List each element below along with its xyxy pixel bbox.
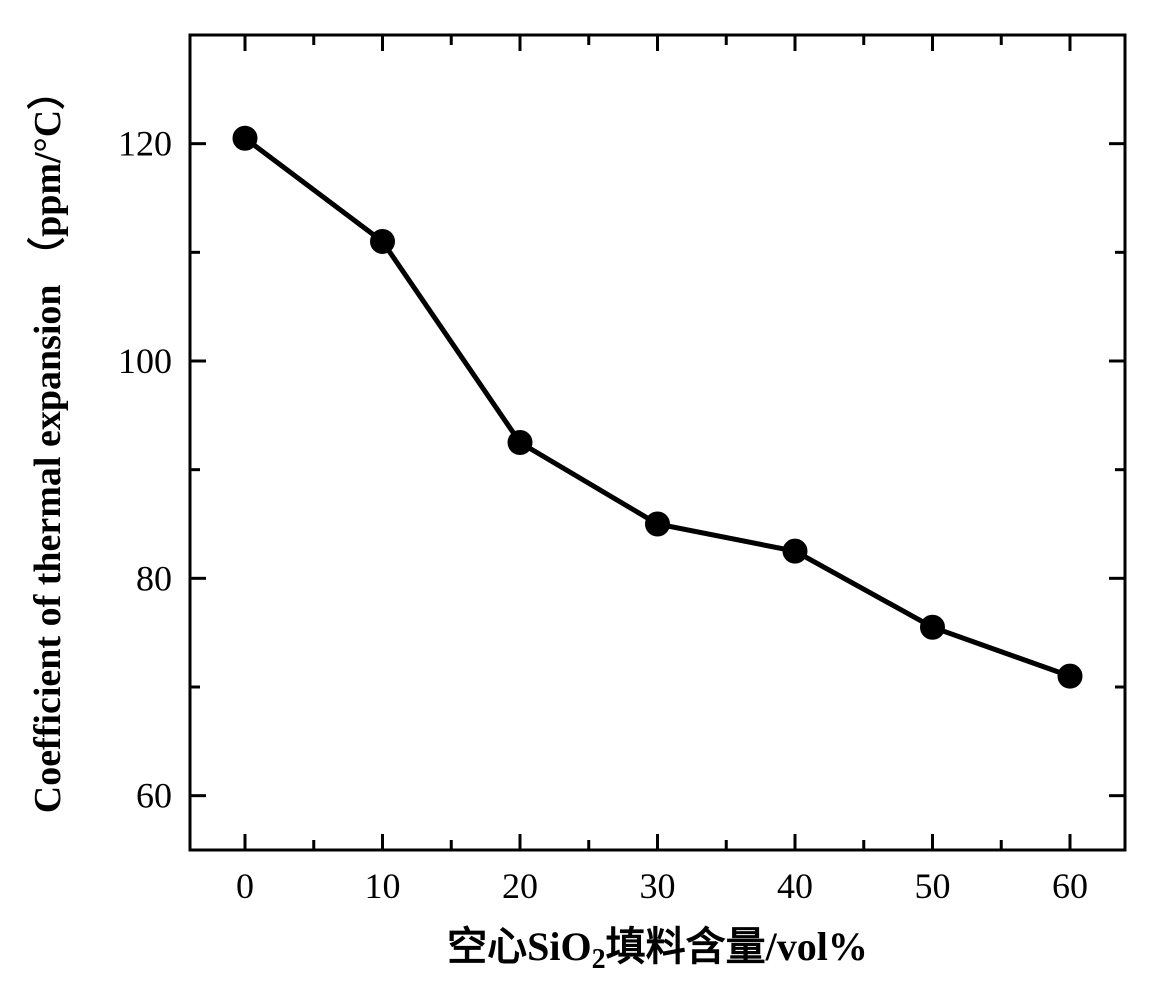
data-marker xyxy=(371,229,395,253)
data-marker xyxy=(646,512,670,536)
x-tick-label: 0 xyxy=(236,866,254,906)
data-marker xyxy=(508,431,532,455)
y-tick-label: 120 xyxy=(118,124,172,164)
data-marker xyxy=(233,126,257,150)
x-tick-label: 60 xyxy=(1052,866,1088,906)
plot-frame xyxy=(190,35,1125,850)
data-line xyxy=(245,138,1070,676)
chart-container: 0 10 20 30 40 50 60 60 80 100 120 空心SiO2填料含量/vol% Co… xyxy=(0,0,1169,986)
data-marker xyxy=(1058,664,1082,688)
y-axis-label: Coefficient of thermal expansion （ppm/°C… xyxy=(27,72,69,813)
x-tick-label: 20 xyxy=(502,866,538,906)
y-tick-label: 100 xyxy=(118,341,172,381)
x-axis-label: 空心SiO2填料含量/vol% xyxy=(447,924,868,975)
x-tick-label: 50 xyxy=(915,866,951,906)
x-tick-label: 10 xyxy=(365,866,401,906)
y-tick-label: 60 xyxy=(136,776,172,816)
x-tick-label: 40 xyxy=(777,866,813,906)
line-chart: 0 10 20 30 40 50 60 60 80 100 120 空心SiO2填料含量/vol% Co… xyxy=(0,0,1169,986)
data-marker xyxy=(783,539,807,563)
x-tick-label: 30 xyxy=(640,866,676,906)
data-marker xyxy=(921,615,945,639)
y-tick-label: 80 xyxy=(136,558,172,598)
